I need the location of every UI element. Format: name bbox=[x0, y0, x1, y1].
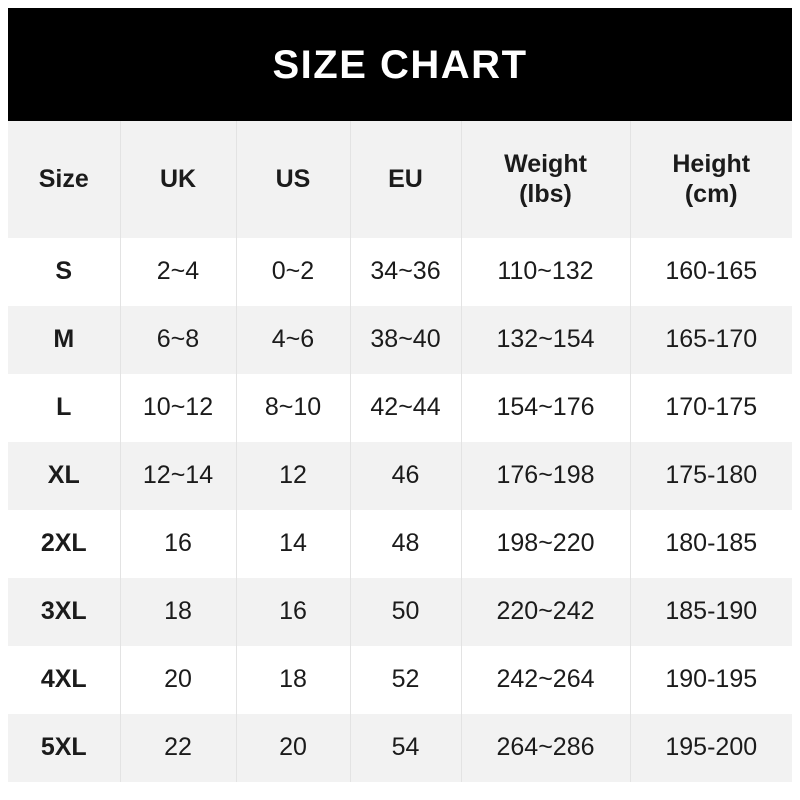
table-row: S 2~4 0~2 34~36 110~132 160-165 bbox=[8, 238, 792, 306]
column-header-weight: Weight (lbs) bbox=[461, 121, 631, 238]
table-body: S 2~4 0~2 34~36 110~132 160-165 M 6~8 4~… bbox=[8, 238, 792, 782]
cell-uk: 6~8 bbox=[120, 306, 237, 374]
cell-size: XL bbox=[8, 442, 121, 510]
cell-weight: 110~132 bbox=[461, 238, 631, 306]
cell-uk: 18 bbox=[120, 578, 237, 646]
page-title: SIZE CHART bbox=[272, 42, 528, 87]
cell-size: 4XL bbox=[8, 646, 121, 714]
cell-uk: 2~4 bbox=[120, 238, 237, 306]
column-header-weight-line2: (lbs) bbox=[519, 179, 572, 208]
cell-us: 14 bbox=[236, 510, 351, 578]
cell-weight: 176~198 bbox=[461, 442, 631, 510]
column-header-height: Height (cm) bbox=[630, 121, 792, 238]
cell-weight: 264~286 bbox=[461, 714, 631, 782]
table-row: 5XL 22 20 54 264~286 195-200 bbox=[8, 714, 792, 782]
cell-eu: 38~40 bbox=[350, 306, 462, 374]
table-header-row: Size UK US EU Weight (lbs) Height (cm) bbox=[8, 121, 792, 238]
cell-weight: 132~154 bbox=[461, 306, 631, 374]
cell-weight: 154~176 bbox=[461, 374, 631, 442]
size-chart-table: Size UK US EU Weight (lbs) Height (cm) bbox=[8, 121, 792, 782]
cell-height: 195-200 bbox=[630, 714, 792, 782]
column-header-eu-line1: EU bbox=[388, 164, 423, 193]
title-banner: SIZE CHART bbox=[8, 8, 792, 121]
cell-us: 8~10 bbox=[236, 374, 351, 442]
cell-uk: 12~14 bbox=[120, 442, 237, 510]
column-header-size: Size bbox=[8, 121, 121, 238]
cell-uk: 22 bbox=[120, 714, 237, 782]
column-header-eu: EU bbox=[350, 121, 462, 238]
cell-eu: 46 bbox=[350, 442, 462, 510]
table-row: 3XL 18 16 50 220~242 185-190 bbox=[8, 578, 792, 646]
cell-us: 4~6 bbox=[236, 306, 351, 374]
column-header-uk: UK bbox=[120, 121, 237, 238]
cell-uk: 20 bbox=[120, 646, 237, 714]
cell-eu: 52 bbox=[350, 646, 462, 714]
column-header-height-line2: (cm) bbox=[684, 179, 738, 208]
cell-height: 170-175 bbox=[630, 374, 792, 442]
cell-eu: 50 bbox=[350, 578, 462, 646]
cell-size: M bbox=[8, 306, 121, 374]
column-header-size-line1: Size bbox=[38, 164, 89, 193]
cell-uk: 16 bbox=[120, 510, 237, 578]
cell-uk: 10~12 bbox=[120, 374, 237, 442]
cell-size: 3XL bbox=[8, 578, 121, 646]
table-row: L 10~12 8~10 42~44 154~176 170-175 bbox=[8, 374, 792, 442]
table-row: M 6~8 4~6 38~40 132~154 165-170 bbox=[8, 306, 792, 374]
cell-eu: 42~44 bbox=[350, 374, 462, 442]
table-row: 4XL 20 18 52 242~264 190-195 bbox=[8, 646, 792, 714]
cell-us: 12 bbox=[236, 442, 351, 510]
column-header-height-line1: Height bbox=[672, 150, 751, 178]
cell-height: 160-165 bbox=[630, 238, 792, 306]
column-header-weight-line1: Weight bbox=[504, 150, 587, 178]
cell-weight: 220~242 bbox=[461, 578, 631, 646]
table-row: XL 12~14 12 46 176~198 175-180 bbox=[8, 442, 792, 510]
cell-size: 5XL bbox=[8, 714, 121, 782]
column-header-uk-line1: UK bbox=[159, 164, 197, 193]
cell-eu: 34~36 bbox=[350, 238, 462, 306]
cell-us: 0~2 bbox=[236, 238, 351, 306]
cell-height: 165-170 bbox=[630, 306, 792, 374]
cell-eu: 54 bbox=[350, 714, 462, 782]
table-header: Size UK US EU Weight (lbs) Height (cm) bbox=[8, 121, 792, 238]
cell-weight: 242~264 bbox=[461, 646, 631, 714]
cell-size: S bbox=[8, 238, 121, 306]
cell-eu: 48 bbox=[350, 510, 462, 578]
cell-height: 190-195 bbox=[630, 646, 792, 714]
cell-height: 175-180 bbox=[630, 442, 792, 510]
cell-us: 18 bbox=[236, 646, 351, 714]
cell-size: 2XL bbox=[8, 510, 121, 578]
cell-height: 185-190 bbox=[630, 578, 792, 646]
table-row: 2XL 16 14 48 198~220 180-185 bbox=[8, 510, 792, 578]
cell-weight: 198~220 bbox=[461, 510, 631, 578]
column-header-us-line1: US bbox=[275, 164, 311, 193]
cell-height: 180-185 bbox=[630, 510, 792, 578]
column-header-us: US bbox=[236, 121, 351, 238]
cell-size: L bbox=[8, 374, 121, 442]
cell-us: 20 bbox=[236, 714, 351, 782]
cell-us: 16 bbox=[236, 578, 351, 646]
